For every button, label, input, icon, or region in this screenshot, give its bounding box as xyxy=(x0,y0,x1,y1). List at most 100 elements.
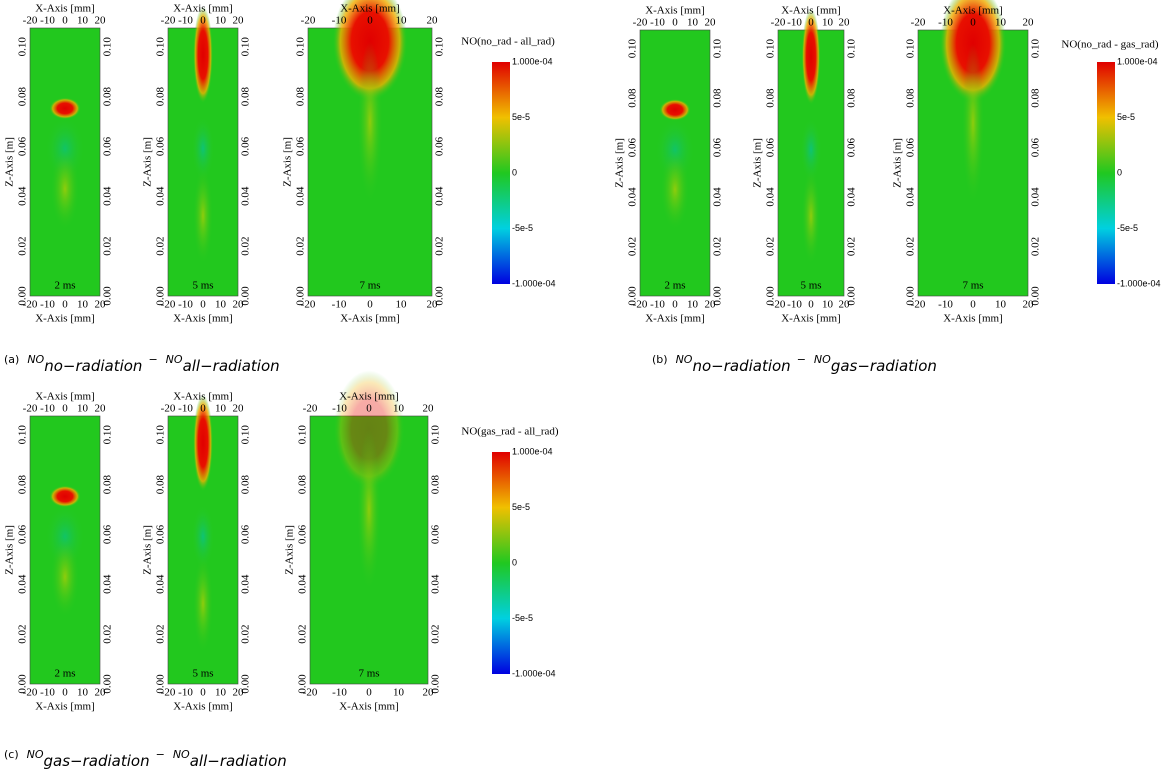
z-axis-title: Z-Axis [m] xyxy=(142,137,154,187)
x-tick-label: -10 xyxy=(650,299,665,311)
colorbar-label: -1.000e-04 xyxy=(512,668,556,678)
z-tick-label: 0.10 xyxy=(846,38,858,58)
x-axis-title: X-Axis [mm] xyxy=(943,5,1003,17)
z-tick-label: 0.10 xyxy=(297,425,309,445)
warm-band xyxy=(357,41,383,203)
warm-band xyxy=(357,429,381,591)
colorbar: 1.000e-04 5e-5 0 -5e-5 -1.000e-04 NO(gas_rad … xyxy=(461,426,558,679)
z-tick-label: 0.08 xyxy=(240,86,252,106)
term: NO xyxy=(27,748,44,761)
z-tick-label: 0.02 xyxy=(712,237,724,256)
x-tick-label: 10 xyxy=(215,15,227,27)
z-tick-label: 0.06 xyxy=(17,136,29,156)
z-tick-label: 0.02 xyxy=(297,625,309,644)
z-tick-label: 0.06 xyxy=(1030,137,1042,157)
z-tick-label: 0.02 xyxy=(434,237,446,256)
x-tick-label: 20 xyxy=(423,403,435,415)
x-tick-label: -20 xyxy=(161,15,176,27)
x-axis-title: X-Axis [mm] xyxy=(35,3,95,15)
z-tick-label: 0.02 xyxy=(430,625,442,644)
z-tick-label: 0.10 xyxy=(102,37,114,57)
x-tick-label: -20 xyxy=(301,15,316,27)
x-tick-label: -10 xyxy=(938,299,953,311)
warm-band xyxy=(193,555,213,652)
z-tick-label: 0.06 xyxy=(434,136,446,156)
z-tick-label: 0.10 xyxy=(17,425,29,445)
cool-band xyxy=(191,116,215,181)
z-tick-label: 0.04 xyxy=(1030,187,1042,207)
warm-band xyxy=(51,148,79,229)
z-tick-label: 0.00 xyxy=(155,286,167,306)
x-tick-label: -20 xyxy=(771,299,786,311)
z-tick-label: 0.06 xyxy=(155,524,167,544)
z-tick-label: 0.00 xyxy=(434,286,446,306)
z-tick-label: 0.06 xyxy=(17,524,29,544)
minus: − xyxy=(148,353,157,366)
colorbar-label: 0 xyxy=(512,557,517,567)
z-tick-label: 0.02 xyxy=(102,237,114,256)
colorbar: 1.000e-04 5e-5 0 -5e-5 -1.000e-04 NO(no_rad -… xyxy=(1061,39,1160,289)
z-tick-label: 0.02 xyxy=(295,237,307,256)
z-tick-label: 0.08 xyxy=(155,86,167,106)
z-tick-label: 0.06 xyxy=(102,136,114,156)
caption: (a) NOno−radiation − NOall−radiation xyxy=(4,353,280,375)
x-tick-label: 20 xyxy=(233,15,245,27)
x-tick-label: 10 xyxy=(77,299,89,311)
x-tick-label: 20 xyxy=(839,299,851,311)
z-tick-label: 0.02 xyxy=(240,237,252,256)
x-tick-label: 20 xyxy=(1023,17,1035,29)
z-tick-label: 0.00 xyxy=(430,674,442,694)
x-tick-label: 0 xyxy=(62,403,68,415)
z-tick-label: 0.02 xyxy=(1030,237,1042,256)
x-tick-label: -10 xyxy=(332,15,347,27)
z-tick-label: 0.00 xyxy=(17,286,29,306)
time-label: 7 ms xyxy=(358,668,379,680)
cool-band xyxy=(800,117,822,182)
z-tick-label: 0.00 xyxy=(765,286,777,306)
caption-label: (c) xyxy=(4,748,19,761)
colorbar-label: 1.000e-04 xyxy=(1117,56,1158,66)
x-tick-label: 10 xyxy=(822,17,834,29)
term: NO xyxy=(166,353,183,366)
x-tick-label: -10 xyxy=(178,15,193,27)
z-tick-label: 0.08 xyxy=(17,86,29,106)
x-tick-label: -20 xyxy=(303,687,318,699)
x-axis-title: X-Axis [mm] xyxy=(173,701,233,713)
z-tick-label: 0.06 xyxy=(765,137,777,157)
time-label: 7 ms xyxy=(359,280,380,292)
time-label: 2 ms xyxy=(54,280,75,292)
x-tick-label: 10 xyxy=(687,299,699,311)
x-tick-label: -20 xyxy=(303,403,318,415)
x-tick-label: 20 xyxy=(705,17,717,29)
z-tick-label: 0.02 xyxy=(905,237,917,256)
x-tick-label: -10 xyxy=(650,17,665,29)
z-tick-label: 0.02 xyxy=(240,625,252,644)
z-tick-label: 0.04 xyxy=(17,186,29,206)
z-axis-title: Z-Axis [m] xyxy=(284,525,296,575)
x-tick-label: -20 xyxy=(161,687,176,699)
z-tick-label: 0.02 xyxy=(846,237,858,256)
z-tick-label: 0.04 xyxy=(240,574,252,594)
x-tick-label: 20 xyxy=(427,15,439,27)
z-tick-label: 0.00 xyxy=(240,286,252,306)
z-axis-title: Z-Axis [m] xyxy=(282,137,294,187)
z-tick-label: 0.06 xyxy=(712,137,724,157)
x-tick-label: 0 xyxy=(366,403,372,415)
z-tick-label: 0.10 xyxy=(295,37,307,57)
x-tick-label: -20 xyxy=(161,299,176,311)
minus: − xyxy=(156,748,165,761)
subscript: no−radiation xyxy=(692,357,790,375)
x-tick-label: 0 xyxy=(62,687,68,699)
colorbar-gradient xyxy=(492,62,510,284)
minus: − xyxy=(797,353,806,366)
x-tick-label: 10 xyxy=(77,403,89,415)
subscript: gas−radiation xyxy=(831,357,937,375)
term: NO xyxy=(27,353,44,366)
colorbar-label: -5e-5 xyxy=(1117,223,1138,233)
z-tick-label: 0.04 xyxy=(846,187,858,207)
z-tick-label: 0.00 xyxy=(905,286,917,306)
